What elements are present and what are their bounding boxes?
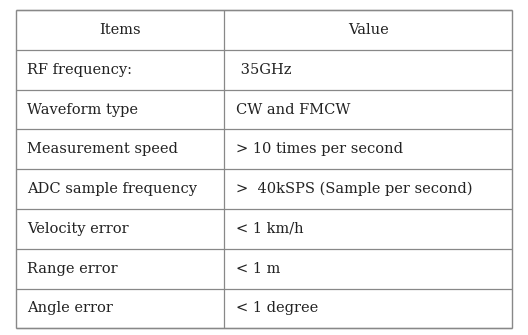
Bar [224,249,512,288]
Text: < 1 degree: < 1 degree [236,302,318,316]
Bar [224,50,512,90]
Bar [16,209,224,249]
Bar [16,249,224,288]
Text: Measurement speed: Measurement speed [27,142,178,156]
Text: Velocity error: Velocity error [27,222,129,236]
Bar [224,288,512,328]
Text: > 10 times per second: > 10 times per second [236,142,403,156]
Text: < 1 km/h: < 1 km/h [236,222,304,236]
Text: 35GHz: 35GHz [236,63,291,77]
Text: Range error: Range error [27,262,118,276]
Bar [16,169,224,209]
Bar [16,288,224,328]
Bar [16,90,224,129]
Text: ADC sample frequency: ADC sample frequency [27,182,197,196]
Text: CW and FMCW: CW and FMCW [236,103,350,117]
Text: Value: Value [348,23,389,37]
Bar [224,10,512,50]
Text: < 1 m: < 1 m [236,262,280,276]
Text: Angle error: Angle error [27,302,114,316]
Bar [16,10,224,50]
Bar [224,169,512,209]
Text: Items: Items [99,23,141,37]
Bar [224,129,512,169]
Text: >  40kSPS (Sample per second): > 40kSPS (Sample per second) [236,182,473,196]
Text: Waveform type: Waveform type [27,103,138,117]
Text: RF frequency:: RF frequency: [27,63,133,77]
Bar [16,129,224,169]
Bar [16,50,224,90]
Bar [224,90,512,129]
Bar [224,209,512,249]
